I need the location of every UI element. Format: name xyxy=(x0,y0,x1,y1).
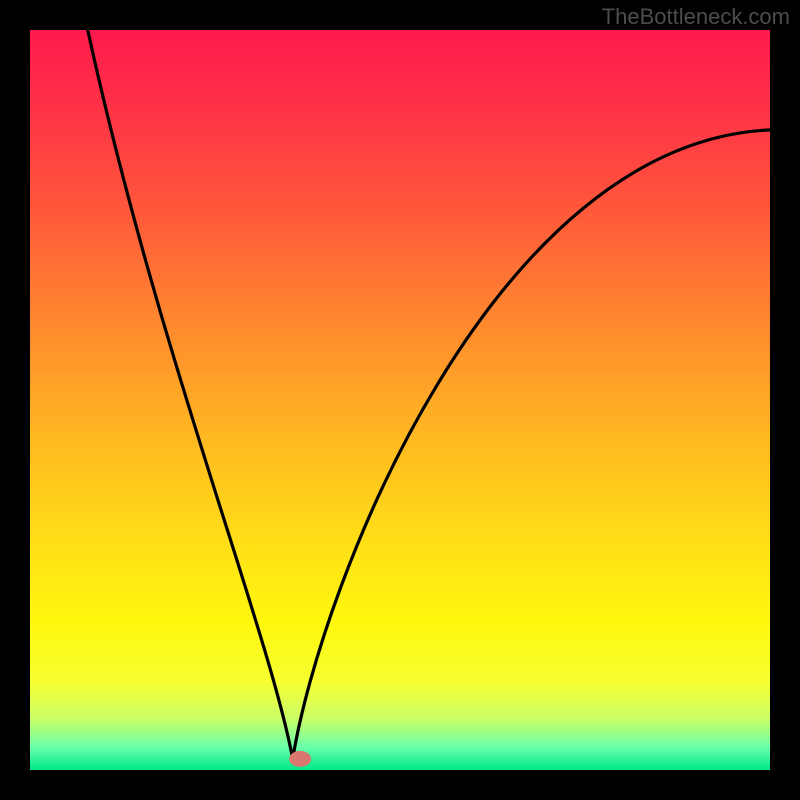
watermark-text: TheBottleneck.com xyxy=(602,4,790,30)
plot-area xyxy=(30,30,770,770)
notch-marker xyxy=(30,30,770,770)
